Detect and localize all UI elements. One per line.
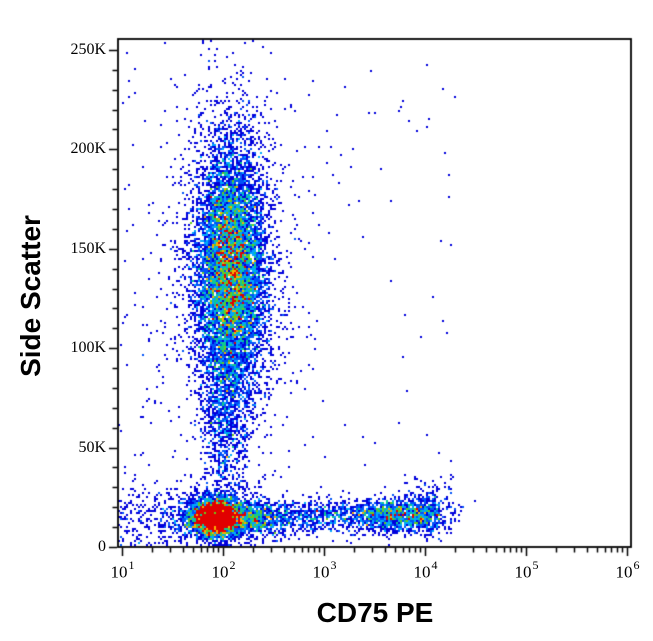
y-axis-title: Side Scatter [15, 215, 46, 377]
x-axis-title: CD75 PE [316, 597, 434, 628]
